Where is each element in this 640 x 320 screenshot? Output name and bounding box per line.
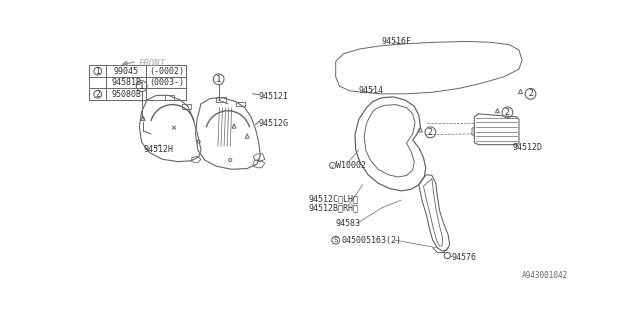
Text: 045005163(2): 045005163(2) <box>341 236 401 244</box>
Text: S: S <box>333 237 338 243</box>
Text: 99045: 99045 <box>114 67 139 76</box>
Text: 94516F: 94516F <box>382 37 412 46</box>
Text: 2: 2 <box>528 89 533 98</box>
Text: A943001042: A943001042 <box>522 271 568 280</box>
Text: 94512D: 94512D <box>513 143 543 152</box>
Text: 94514: 94514 <box>359 86 384 95</box>
Text: (0003-): (0003-) <box>149 78 184 87</box>
Text: 94512B〈RH〉: 94512B〈RH〉 <box>308 203 359 212</box>
Text: ✓: ✓ <box>331 163 334 168</box>
Text: 94581B: 94581B <box>111 78 141 87</box>
Text: W10002: W10002 <box>336 161 365 170</box>
Text: 1: 1 <box>139 82 145 91</box>
Text: 94512G: 94512G <box>259 119 289 128</box>
Text: 94583: 94583 <box>336 219 361 228</box>
Text: 2: 2 <box>428 128 433 137</box>
Text: 1: 1 <box>216 75 221 84</box>
Text: 2: 2 <box>505 108 510 117</box>
Text: (-0002): (-0002) <box>149 67 184 76</box>
Text: 1: 1 <box>95 67 100 76</box>
Text: 94512H: 94512H <box>143 145 173 154</box>
Text: 94512C〈LH〉: 94512C〈LH〉 <box>308 194 359 203</box>
Text: 95080B: 95080B <box>111 90 141 99</box>
Text: 2: 2 <box>95 90 100 99</box>
Text: 94576: 94576 <box>451 253 476 262</box>
Text: 94512I: 94512I <box>259 92 289 101</box>
Text: FRONT: FRONT <box>139 59 166 68</box>
